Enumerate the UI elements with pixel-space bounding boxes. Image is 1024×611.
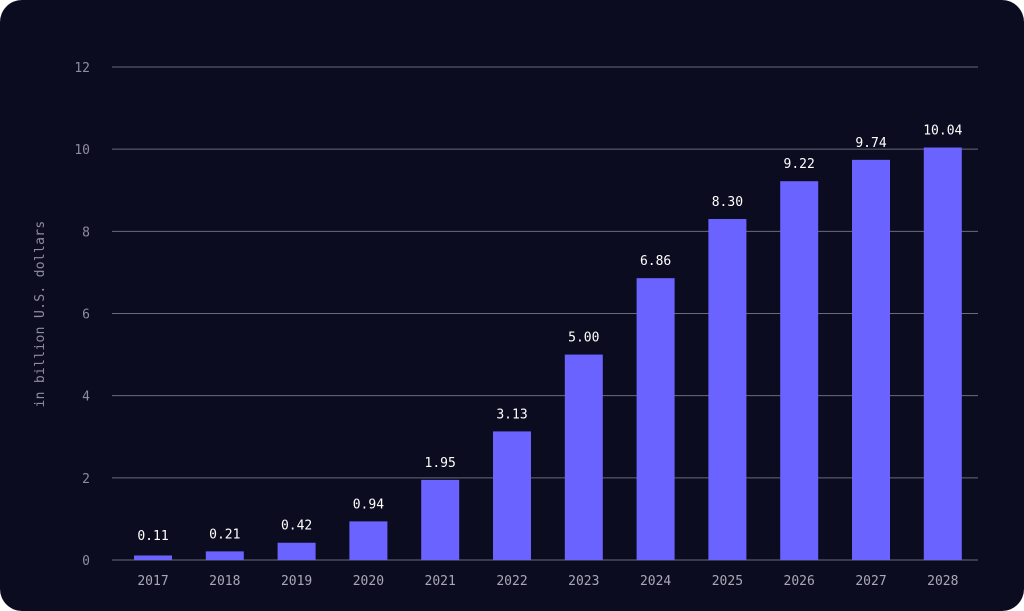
bar-2025 — [708, 219, 747, 560]
y-axis-label: in billion U.S. dollars — [33, 221, 48, 408]
y-tick-label: 10 — [74, 143, 90, 158]
data-label: 0.21 — [209, 527, 240, 542]
x-tick-label: 2023 — [568, 574, 599, 589]
bar-2019 — [277, 542, 316, 560]
y-tick-label: 0 — [82, 554, 90, 569]
x-tick-label: 2019 — [281, 574, 312, 589]
x-tick-label: 2024 — [640, 574, 671, 589]
data-labels: 0.11 0.21 0.42 0.94 1.95 3.13 5.00 6.86 8.30 9.22… — [137, 124, 962, 544]
bar-2021 — [421, 479, 460, 560]
x-tick-label: 2018 — [209, 574, 240, 589]
bar-2028 — [923, 147, 962, 561]
bar-2027 — [852, 159, 890, 560]
x-tick-label: 2022 — [496, 574, 527, 589]
y-tick-label: 6 — [82, 308, 90, 323]
gridlines — [112, 66, 978, 561]
bar-2023 — [564, 354, 603, 560]
data-label: 0.94 — [353, 497, 384, 512]
data-label: 8.30 — [712, 195, 743, 210]
x-tick-label: 2020 — [353, 574, 384, 589]
data-label: 9.22 — [784, 157, 815, 172]
x-axis-ticks: 2017 2018 2019 2020 2021 2022 2023 2024 2025 2026… — [137, 574, 958, 589]
y-tick-label: 12 — [74, 61, 90, 76]
bar-2026 — [780, 181, 819, 560]
x-tick-label: 2026 — [784, 574, 815, 589]
data-label: 0.11 — [137, 529, 168, 544]
x-tick-label: 2025 — [712, 574, 743, 589]
bar-2017 — [134, 555, 172, 560]
y-tick-label: 8 — [82, 225, 90, 240]
x-tick-label: 2027 — [855, 574, 886, 589]
x-tick-label: 2017 — [137, 574, 168, 589]
data-label: 1.95 — [425, 456, 456, 471]
data-label: 10.04 — [923, 124, 962, 139]
x-tick-label: 2021 — [425, 574, 456, 589]
bar-2020 — [349, 521, 388, 560]
data-label: 0.42 — [281, 519, 312, 534]
data-label: 5.00 — [568, 331, 599, 346]
y-axis-ticks: 0 2 4 6 8 10 12 — [74, 61, 90, 569]
bar-2024 — [636, 278, 675, 560]
x-tick-label: 2028 — [927, 574, 958, 589]
bar-2018 — [205, 551, 244, 560]
y-tick-label: 4 — [82, 390, 90, 405]
bars — [134, 147, 962, 561]
data-label: 6.86 — [640, 254, 671, 269]
bar-2022 — [493, 431, 531, 560]
data-label: 3.13 — [496, 407, 527, 422]
y-tick-label: 2 — [82, 472, 90, 487]
data-label: 9.74 — [855, 136, 886, 151]
